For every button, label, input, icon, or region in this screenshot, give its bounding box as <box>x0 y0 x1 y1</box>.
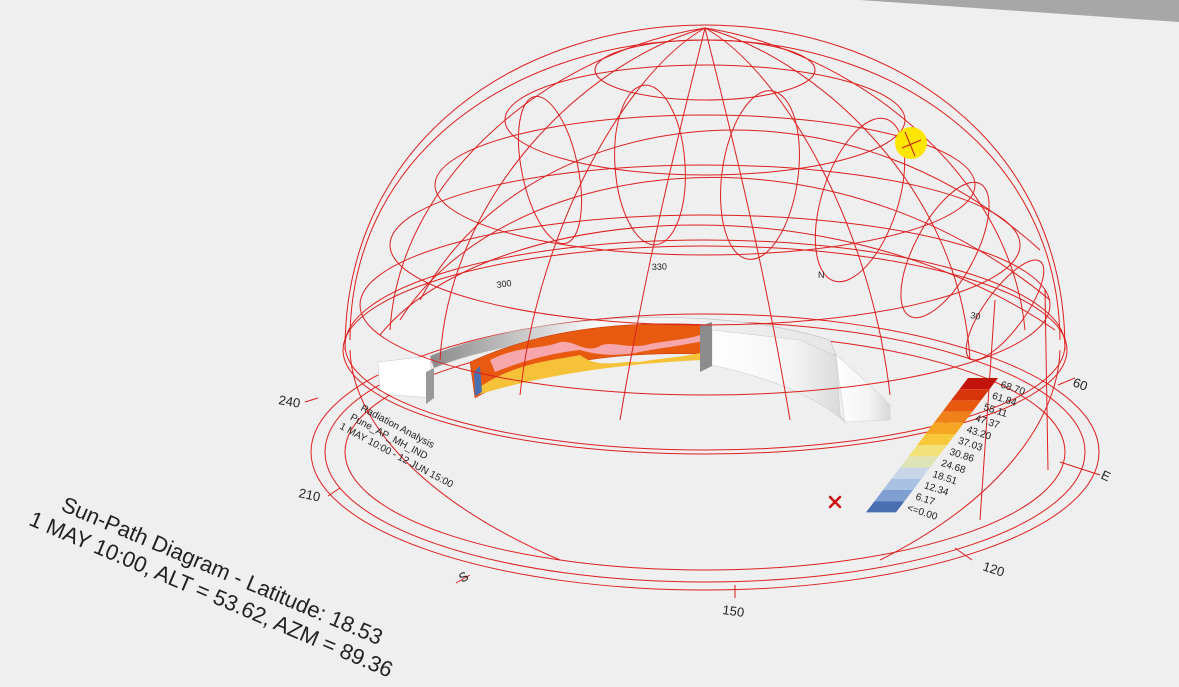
sun-icon[interactable] <box>895 127 927 159</box>
radiation-note: Radiation Analysis Pune_AP_MH_IND 1 MAY … <box>338 403 456 491</box>
ring-block-left <box>377 355 435 399</box>
legend-swatch <box>942 400 981 412</box>
radiation-band-pink <box>490 332 708 372</box>
legend-swatch <box>883 478 922 490</box>
radiation-legend: 68.7061.8455.1147.3743.2037.0330.8624.68… <box>866 378 1027 523</box>
caption-sun-position: 1 MAY 10:00, ALT = 53.62, AZM = 89.36 <box>26 506 397 682</box>
legend-swatch <box>874 490 913 502</box>
caption: Sun-Path Diagram - Latitude: 18.53 1 MAY… <box>26 492 397 683</box>
alt-ring-30 <box>389 164 1021 326</box>
dome-label-300: 300 <box>496 278 512 290</box>
legend-swatch <box>959 378 998 390</box>
alt-ring-10 <box>359 214 1051 396</box>
hour-loop-1 <box>517 95 583 245</box>
alt-ring-45 <box>434 114 976 256</box>
legend-swatch <box>934 411 973 423</box>
viewport-corner-strip <box>860 0 1179 22</box>
legend-value: <=0.00 <box>906 503 939 523</box>
alt-ring-75 <box>594 39 816 101</box>
dome-label-30: 30 <box>970 310 982 322</box>
dome-label-330: 330 <box>652 261 667 272</box>
dome-label-n: N <box>818 270 825 280</box>
meridian-6 <box>704 27 891 396</box>
ring-block-left-shadow <box>426 368 434 404</box>
compass-label-60: 60 <box>1071 375 1090 394</box>
compass-label-150: 150 <box>722 602 746 620</box>
legend-swatch <box>891 467 930 479</box>
compass-label-240: 240 <box>277 392 301 411</box>
x-marker-icon[interactable] <box>828 495 842 509</box>
alt-ring-60 <box>504 64 906 176</box>
legend-swatch <box>866 501 905 513</box>
compass-label-e: E <box>1099 467 1113 484</box>
meridian-2 <box>439 27 706 361</box>
radiation-ring[interactable] <box>377 317 891 423</box>
day-arc-3 <box>379 224 1056 336</box>
hour-loop-4 <box>814 117 906 283</box>
legend-swatch <box>925 422 964 434</box>
day-arc-1 <box>419 129 1041 301</box>
ring-block-right <box>835 354 891 423</box>
tick-210 <box>327 487 341 497</box>
wall-line-4 <box>979 299 996 521</box>
legend-swatch <box>917 434 956 446</box>
meridian-3 <box>519 27 706 396</box>
sun-crosshair <box>901 131 922 157</box>
dome-silhouette-2 <box>349 39 1061 341</box>
hour-loop-6 <box>965 259 1045 361</box>
compass-label-s: S <box>456 568 471 585</box>
meridian-7 <box>704 27 971 361</box>
hour-loop-5 <box>900 181 990 319</box>
wall-line-1 <box>349 349 561 561</box>
meridian-1 <box>389 27 706 331</box>
tick-60 <box>1057 377 1076 386</box>
tick-240 <box>304 397 319 403</box>
wall-line-3 <box>1044 289 1049 471</box>
day-arc-2 <box>399 176 1051 321</box>
legend-swatch <box>951 389 990 401</box>
hour-loop-2 <box>614 84 686 246</box>
wall-line-2 <box>879 349 1061 561</box>
ring-cut-face <box>700 322 712 372</box>
compass-label-210: 210 <box>297 485 321 504</box>
radiation-band-yellow <box>478 352 705 394</box>
legend-swatch <box>900 456 939 468</box>
dome-silhouette <box>344 24 1066 351</box>
caption-title: Sun-Path Diagram - Latitude: 18.53 <box>58 492 386 650</box>
tick-e <box>1059 461 1101 476</box>
tick-s <box>455 574 471 584</box>
compass-outer-ring <box>310 313 1100 591</box>
legend-swatch <box>908 445 947 457</box>
sun-marker[interactable] <box>895 127 927 159</box>
tick-120 <box>954 547 973 561</box>
ring-wall-right <box>711 329 846 423</box>
dome-horizon-2 <box>342 245 1068 455</box>
meridian-5 <box>704 27 791 421</box>
compass-label-120: 120 <box>981 559 1006 580</box>
hour-loop-3 <box>720 90 800 260</box>
